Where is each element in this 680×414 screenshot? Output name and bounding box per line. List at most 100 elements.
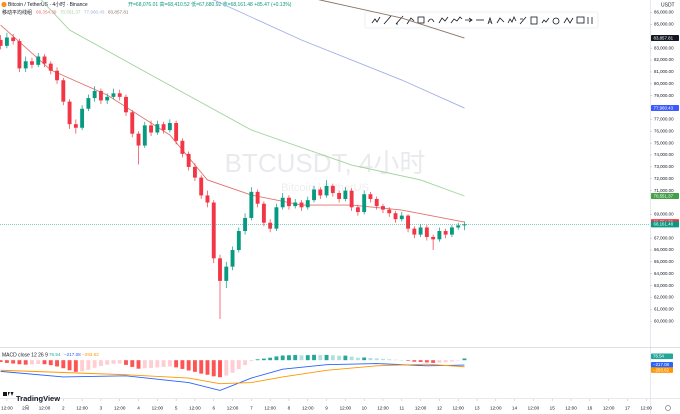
macd-histogram-bar: [42, 360, 47, 365]
toolbar-icons[interactable]: [371, 15, 593, 25]
candle-body: [456, 225, 461, 228]
price-label-box: [651, 105, 679, 112]
macd-label: −293.62: [653, 367, 670, 372]
x-tick-label: 7: [250, 406, 253, 411]
macd-histogram-bar: [149, 360, 154, 369]
macd-histogram-bar: [274, 356, 279, 361]
candle-body: [4, 37, 9, 46]
tv-logo: TradingView: [3, 392, 60, 403]
x-tick-label: 8: [288, 406, 291, 411]
candle-body: [36, 56, 41, 65]
macd-histogram-bar: [199, 360, 204, 374]
toolbar: [364, 11, 599, 29]
x-tick-label: 12: [437, 406, 443, 411]
price-label: 77,960.43: [654, 105, 674, 110]
candle-body: [431, 236, 436, 240]
macd-histogram-bar: [155, 360, 160, 368]
macd-histogram-bar: [324, 354, 329, 361]
y-tick-label: 75,000.00: [654, 140, 674, 145]
candle-body: [355, 207, 360, 213]
candle-body: [343, 190, 348, 199]
candle-body: [374, 198, 379, 207]
x-tick-label: 12:00: [189, 406, 201, 411]
macd-histogram-bar: [130, 360, 135, 367]
x-tick-label: 2: [62, 406, 65, 411]
y-tick-label: 62,000.00: [654, 295, 674, 300]
candle-body: [0, 39, 3, 46]
macd-histogram-bar: [192, 360, 197, 372]
candle-body: [243, 217, 248, 232]
y-tick-label: 71,000.00: [654, 188, 674, 193]
x-tick-label: 14: [512, 406, 518, 411]
macd-line: [0, 363, 465, 385]
macd-legend-value: 76.54: [49, 352, 61, 357]
candle-body: [155, 124, 160, 133]
x-tick-label: 9: [325, 406, 328, 411]
macd-histogram-bar: [174, 360, 179, 368]
candle-body: [218, 258, 222, 281]
symbol-icon: [1, 1, 7, 8]
price-label-box: [651, 221, 679, 228]
macd-histogram-bar: [261, 358, 266, 361]
macd-histogram-bar: [268, 357, 273, 361]
macd-histogram-bar: [136, 360, 141, 369]
y-tick-label: 66,000.00: [654, 247, 674, 252]
settings-icon[interactable]: [665, 405, 671, 411]
candle-body: [437, 231, 442, 240]
candle-body: [224, 266, 229, 281]
candle-body: [418, 227, 423, 235]
macd-histogram-bar: [161, 360, 166, 367]
x-tick-label: 12:00: [640, 406, 652, 411]
candle-body: [312, 189, 316, 201]
macd-line: [0, 363, 465, 391]
macd-histogram-bar: [180, 360, 185, 369]
ma-legend-value: 77,960.43: [84, 10, 105, 15]
x-tick-label: 15: [550, 406, 556, 411]
macd-histogram-bar: [61, 360, 66, 369]
x-tick-label: 12:00: [565, 406, 577, 411]
candle-body: [105, 96, 110, 101]
x-tick-label: 12:00: [264, 406, 276, 411]
macd-histogram-bar: [55, 360, 59, 367]
ma-legend-value: 68,354.39: [36, 10, 57, 15]
macd-histogram-bar: [337, 355, 342, 361]
candle-body: [117, 93, 122, 97]
y-tick-label: 85,000.00: [654, 22, 674, 27]
macd-histogram-bar: [343, 355, 348, 361]
candle-body: [199, 177, 204, 196]
ma-legend-value: 70,551.37: [60, 10, 81, 15]
x-tick-label: 12:00: [377, 406, 389, 411]
ma-line: [40, 0, 465, 197]
y-tick-label: 81,000.00: [654, 69, 674, 74]
price-label-box: [651, 192, 679, 199]
candle-body: [80, 108, 85, 128]
unit: USDT: [661, 2, 675, 8]
macd-histogram-bar: [412, 360, 417, 362]
macd-histogram-bar: [374, 358, 379, 361]
macd-histogram-bar: [167, 360, 172, 367]
macd-histogram-bar: [280, 355, 285, 361]
ma-legend: 移动平均线组: [2, 9, 32, 16]
candle-body: [381, 206, 385, 210]
macd-label: 76.54: [653, 354, 665, 359]
macd-histogram-bar: [30, 360, 34, 365]
candle-body: [142, 125, 147, 146]
macd-histogram-bar: [431, 360, 436, 363]
macd-histogram-bar: [230, 360, 235, 373]
price-pane: [0, 0, 467, 319]
macd-histogram-bar: [437, 360, 442, 363]
candle-body: [174, 122, 179, 141]
macd-histogram-bar: [287, 355, 291, 361]
y-tick-label: 74,000.00: [654, 152, 674, 157]
macd-histogram-bar: [186, 360, 191, 371]
macd-label-box: [651, 362, 673, 368]
y-tick-label: 69,000.00: [654, 212, 674, 217]
candle-body: [399, 215, 404, 220]
y-tick-label: 64,000.00: [654, 271, 674, 276]
x-tick-label: 12:00: [603, 406, 615, 411]
candle-body: [443, 231, 448, 235]
y-tick-label: 61,000.00: [654, 307, 674, 312]
macd-histogram-bar: [105, 360, 110, 365]
